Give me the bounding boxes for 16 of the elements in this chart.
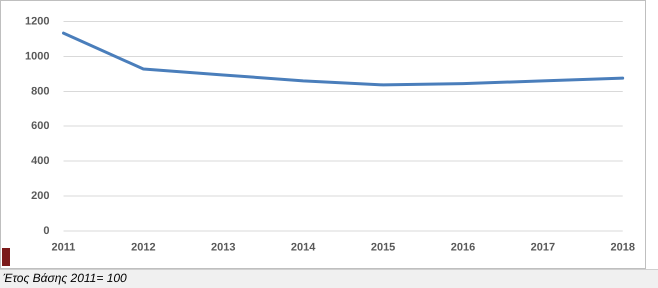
y-tick-label: 1200 <box>24 16 50 28</box>
y-tick-label: 0 <box>43 224 50 237</box>
x-tick-label: 2011 <box>52 241 76 254</box>
y-tick-label: 600 <box>31 120 50 132</box>
y-tick-label: 200 <box>31 190 50 202</box>
y-tick-label: 1000 <box>24 50 50 62</box>
y-tick-label: 800 <box>31 85 50 98</box>
x-tick-label: 2012 <box>131 241 156 254</box>
x-tick-label: 2016 <box>450 241 476 254</box>
x-tick-label: 2015 <box>370 241 396 254</box>
y-tick-label: 400 <box>31 155 50 168</box>
x-tick-label: 2018 <box>610 241 636 254</box>
x-tick-label: 2017 <box>530 241 556 254</box>
x-tick-label: 2014 <box>290 241 316 254</box>
text: Έτος Βάσης 2011= 100 <box>0 269 658 288</box>
x-tick-label: 2013 <box>211 241 236 254</box>
